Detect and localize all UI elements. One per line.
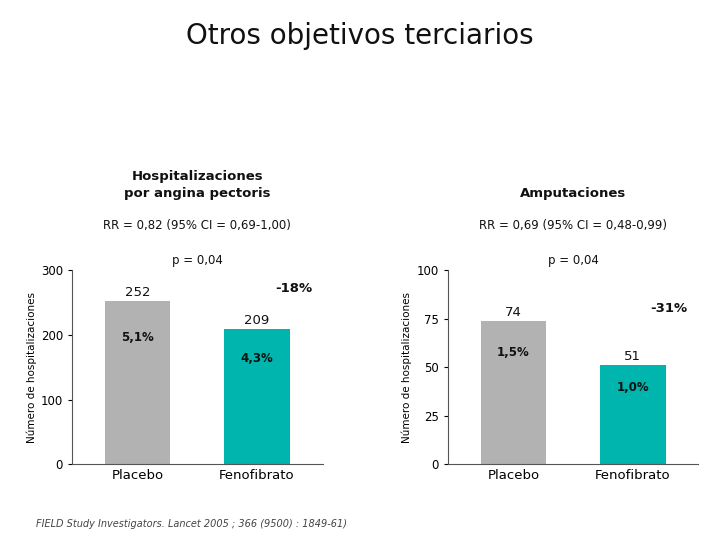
- Text: RR = 0,69 (95% CI = 0,48-0,99): RR = 0,69 (95% CI = 0,48-0,99): [479, 219, 667, 232]
- Bar: [105, 301, 171, 464]
- Text: 209: 209: [244, 314, 269, 327]
- Text: -31%: -31%: [651, 302, 688, 315]
- Bar: [600, 365, 665, 464]
- Bar: [481, 321, 546, 464]
- Text: Amputaciones: Amputaciones: [520, 187, 626, 200]
- Text: 1,5%: 1,5%: [497, 346, 530, 359]
- Text: 74: 74: [505, 306, 522, 319]
- Text: 1,0%: 1,0%: [616, 381, 649, 394]
- Text: 5,1%: 5,1%: [121, 330, 154, 343]
- Y-axis label: Número de hospitalizaciones: Número de hospitalizaciones: [26, 292, 37, 443]
- Text: Hospitalizaciones
por angina pectoris: Hospitalizaciones por angina pectoris: [124, 170, 271, 200]
- Text: -18%: -18%: [275, 282, 312, 295]
- Text: p = 0,04: p = 0,04: [548, 254, 598, 267]
- Bar: [224, 329, 289, 464]
- Text: FIELD Study Investigators. Lancet 2005 ; 366 (9500) : 1849-61): FIELD Study Investigators. Lancet 2005 ;…: [36, 519, 347, 529]
- Text: 4,3%: 4,3%: [240, 352, 274, 365]
- Text: 51: 51: [624, 350, 642, 363]
- Text: RR = 0,82 (95% CI = 0,69-1,00): RR = 0,82 (95% CI = 0,69-1,00): [104, 219, 291, 232]
- Text: p = 0,04: p = 0,04: [172, 254, 222, 267]
- Y-axis label: Número de hospitalizaciones: Número de hospitalizaciones: [402, 292, 413, 443]
- Text: 252: 252: [125, 286, 150, 299]
- Text: Otros objetivos terciarios: Otros objetivos terciarios: [186, 22, 534, 50]
